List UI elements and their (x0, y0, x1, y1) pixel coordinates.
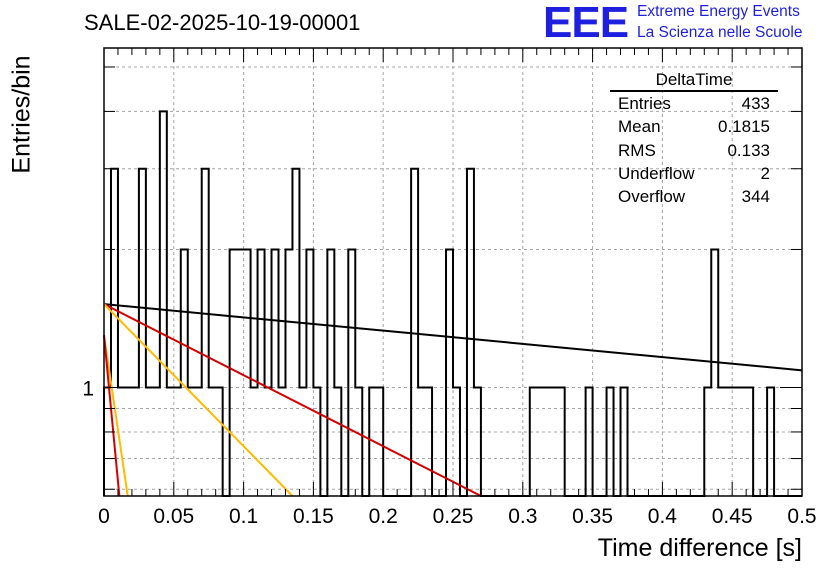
histogram-bin (544, 388, 551, 496)
fit-curve (103, 335, 121, 497)
histogram-bin (474, 388, 481, 496)
stats-row-rms: RMS 0.133 (610, 139, 778, 162)
histogram-bin (551, 388, 558, 496)
histogram-bin (160, 111, 167, 496)
histogram-bin (711, 249, 718, 496)
stats-label: Underflow (618, 163, 695, 183)
histogram-bin (306, 249, 313, 496)
histogram-bin (279, 388, 286, 496)
histogram-bin (216, 388, 223, 496)
x-tick-label: 0.2 (369, 505, 398, 528)
histogram-bin (244, 249, 251, 496)
x-tick-label: 0.35 (572, 505, 613, 528)
stats-row-overflow: Overflow 344 (610, 185, 778, 208)
histogram-bin (739, 388, 746, 496)
stats-label: Mean (618, 117, 661, 137)
x-tick-label: 0.15 (293, 505, 334, 528)
histogram-bin (251, 388, 258, 496)
histogram-bin (153, 388, 160, 496)
histogram-bin (285, 249, 292, 496)
histogram-bin (181, 249, 188, 496)
histogram-bin (327, 249, 334, 496)
histogram-bin (446, 249, 453, 496)
stats-value: 0.1815 (718, 117, 770, 137)
histogram-bin (767, 388, 774, 496)
histogram-bin (725, 388, 732, 496)
histogram-bin (313, 388, 320, 496)
stats-value: 433 (741, 94, 770, 113)
histogram-bin (732, 388, 739, 496)
histogram-bin (265, 388, 272, 496)
x-tick-label: 0.5 (787, 505, 816, 528)
histogram-bin (467, 169, 474, 496)
stats-label: Overflow (618, 187, 686, 207)
x-tick-label: 0.3 (508, 505, 537, 528)
histogram-bin (292, 169, 299, 496)
stats-name: DeltaTime (610, 70, 778, 92)
histogram-bin (146, 388, 153, 496)
histogram-bin (537, 388, 544, 496)
x-tick-label: 0 (98, 505, 110, 528)
histogram-bin (174, 388, 181, 496)
stats-value: 2 (760, 163, 770, 183)
histogram-bin (704, 388, 711, 496)
histogram-bin (453, 388, 460, 496)
histogram-bin (418, 388, 425, 496)
histogram-bin (188, 388, 195, 496)
histogram-bin (425, 388, 432, 496)
x-tick-label: 0.4 (648, 505, 678, 528)
logo-line-1: Extreme Energy Events (637, 3, 800, 20)
histogram-bin (586, 388, 593, 496)
histogram-bin (607, 388, 614, 496)
histogram-bin (202, 169, 209, 496)
histogram-bin (746, 388, 753, 496)
x-tick-label: 0.45 (712, 505, 753, 528)
logo-line-2: La Scienza nelle Scuole (637, 24, 803, 41)
stats-row-mean: Mean 0.1815 (610, 115, 778, 138)
y-axis-label: Entries/bin (7, 55, 36, 174)
fit-curve (103, 303, 482, 497)
x-tick-label: 0.25 (433, 505, 474, 528)
fit-curve (103, 335, 129, 497)
stats-label: Entries (618, 94, 671, 113)
stats-box: DeltaTime Entries 433 Mean 0.1815 RMS 0.… (610, 70, 778, 208)
stats-row-underflow: Underflow 2 (610, 162, 778, 185)
eee-logo: EEE (543, 0, 629, 47)
stats-value: 344 (741, 187, 770, 207)
x-axis-label: Time difference [s] (597, 534, 802, 562)
fit-curve (103, 303, 803, 372)
histogram-bin (376, 388, 383, 496)
histogram-bin (139, 169, 146, 496)
plot-title: SALE-02-2025-10-19-00001 (84, 10, 361, 35)
stats-row-entries: Entries 433 (610, 92, 778, 115)
histogram-bin (334, 388, 341, 496)
histogram-bin (530, 388, 537, 496)
histogram-bin (167, 388, 174, 496)
x-tick-label: 0.1 (229, 505, 258, 528)
histogram-bin (621, 388, 628, 496)
stats-label: RMS (618, 140, 656, 160)
histogram-bin (411, 169, 418, 496)
x-tick-label: 0.05 (153, 505, 194, 528)
histogram-bin (132, 388, 139, 496)
histogram-bin (258, 249, 265, 496)
histogram-bin (718, 388, 725, 496)
stats-value: 0.133 (727, 140, 770, 160)
histogram-bin (230, 249, 237, 496)
fit-curve (103, 303, 294, 497)
histogram-bin (348, 249, 355, 496)
histogram-bin (272, 249, 279, 496)
histogram-bin (558, 388, 565, 496)
y-tick-label: 1 (82, 378, 94, 401)
histogram-bin (209, 388, 216, 496)
histogram-bin (355, 388, 362, 496)
